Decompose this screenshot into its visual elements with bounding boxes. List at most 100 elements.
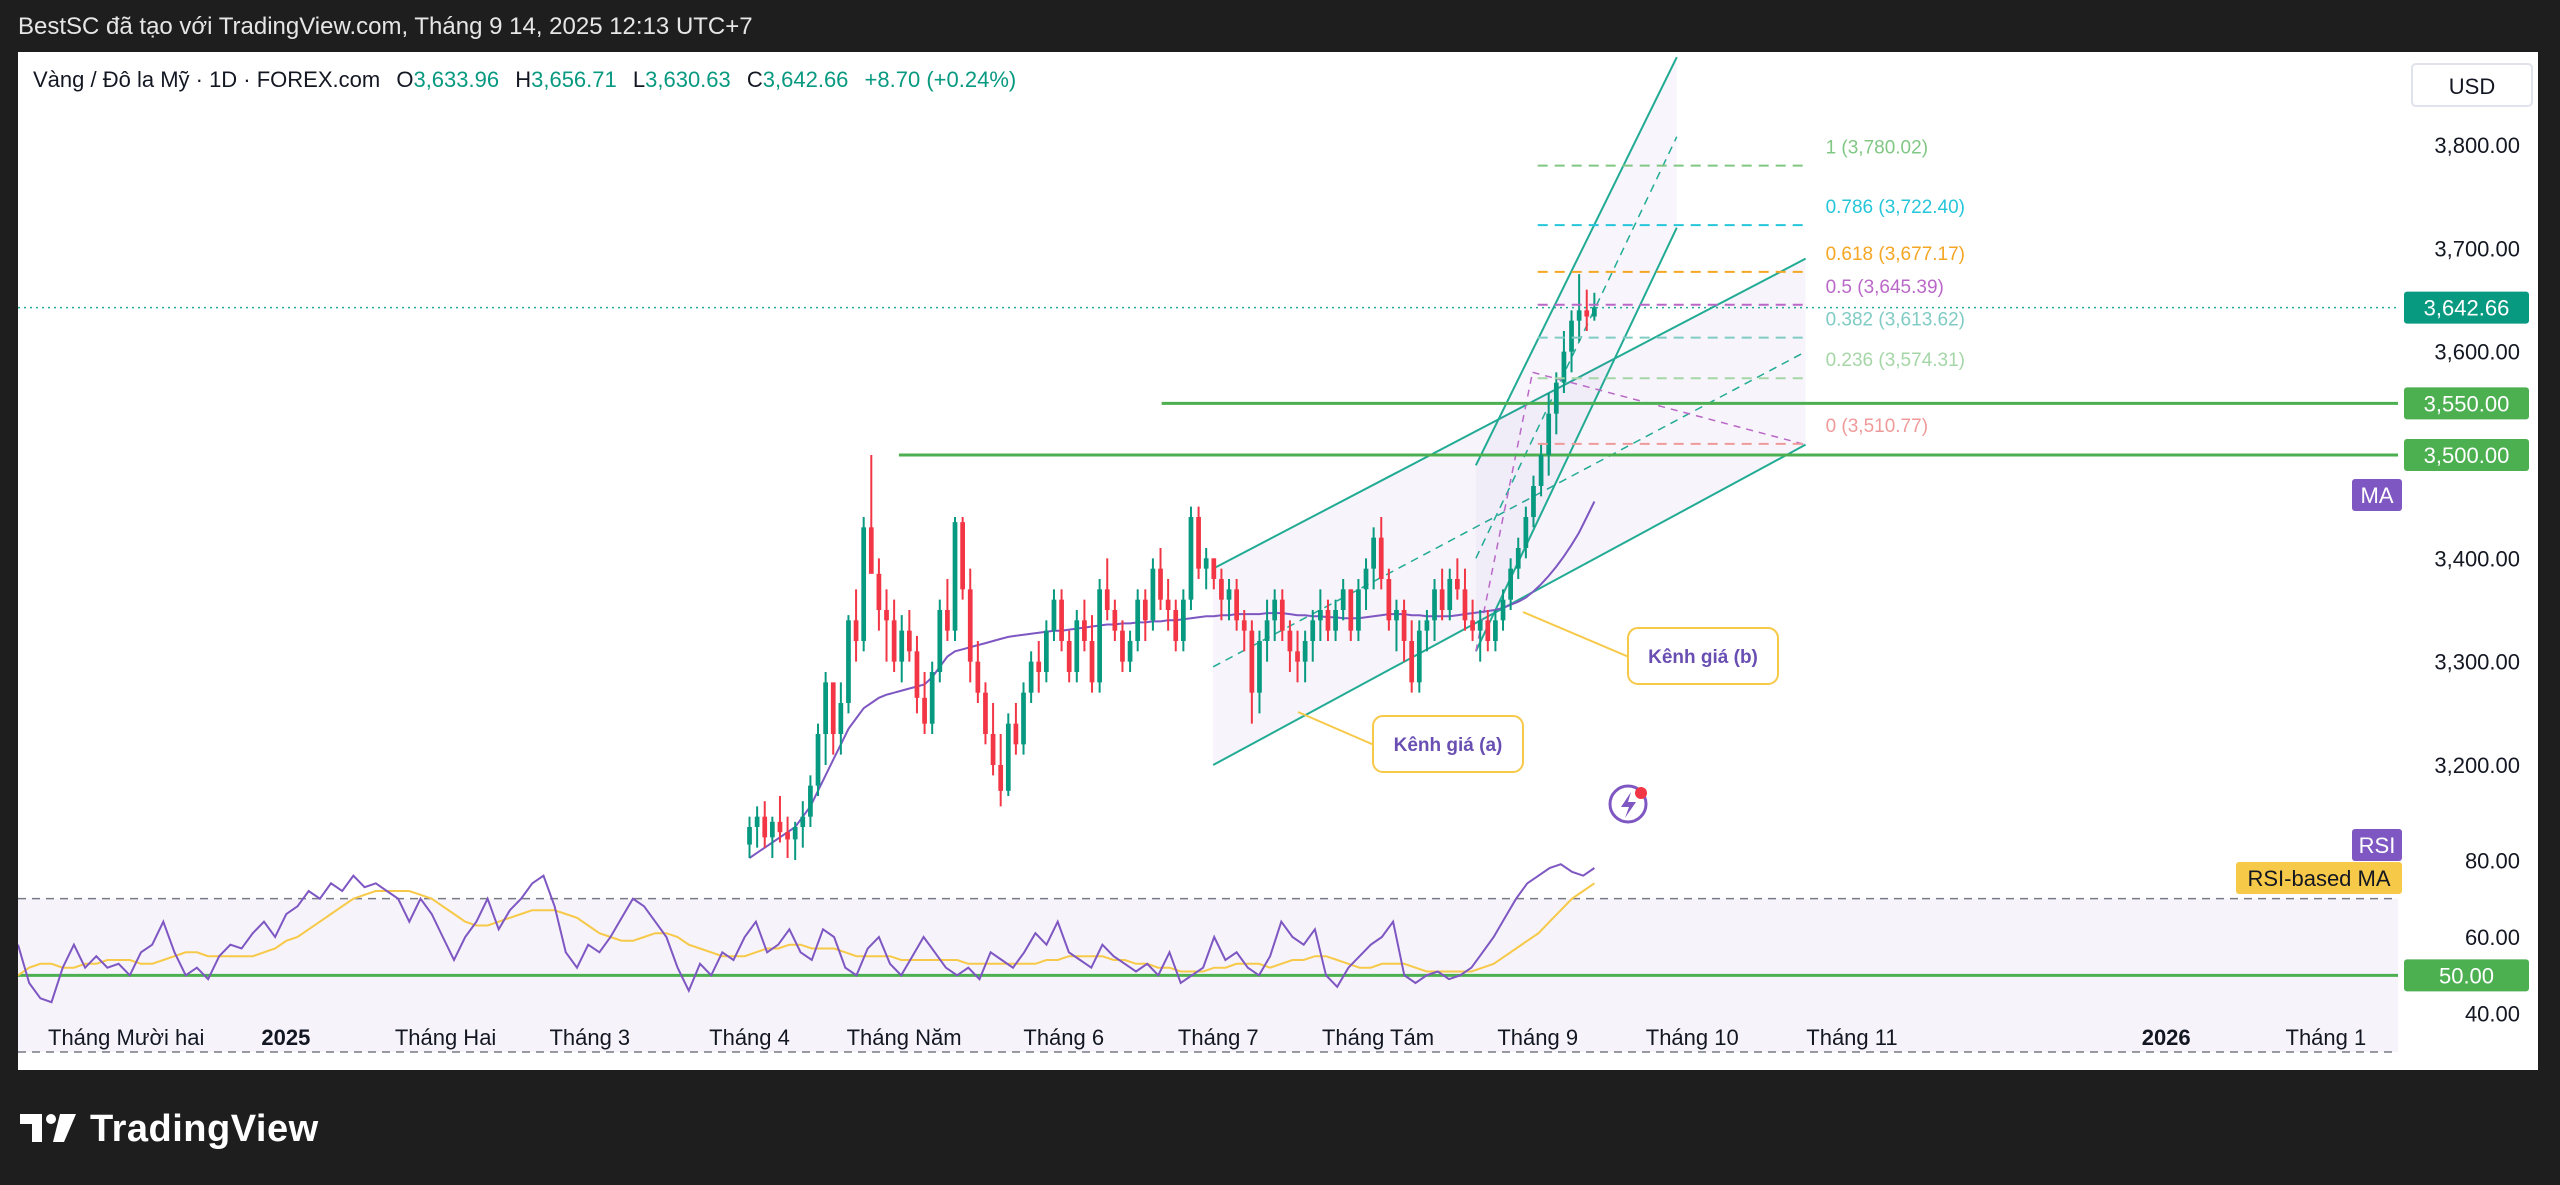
alert-icon[interactable]	[1608, 784, 1648, 824]
rsi-tag[interactable]: RSI	[2352, 829, 2402, 861]
candle[interactable]	[1439, 568, 1445, 621]
candle[interactable]	[1546, 393, 1552, 476]
candle[interactable]	[1028, 651, 1034, 703]
candle[interactable]	[975, 641, 981, 703]
candle[interactable]	[945, 579, 950, 641]
candle[interactable]	[1310, 610, 1316, 662]
candle[interactable]	[747, 816, 752, 858]
candle[interactable]	[1272, 589, 1278, 641]
candle[interactable]	[777, 796, 783, 843]
candle[interactable]	[983, 682, 988, 745]
candle[interactable]	[1264, 599, 1270, 662]
candle[interactable]	[1348, 589, 1354, 641]
candle[interactable]	[967, 568, 973, 683]
candle[interactable]	[929, 661, 935, 734]
candle[interactable]	[1470, 599, 1475, 641]
candle[interactable]	[1363, 558, 1369, 610]
candle[interactable]	[1592, 292, 1597, 321]
rsi-50-tag[interactable]: 50.00	[2404, 959, 2529, 992]
candle[interactable]	[891, 599, 897, 672]
candle[interactable]	[762, 801, 768, 848]
level-3500-tag[interactable]: 3,500.00	[2404, 439, 2529, 471]
ma-tag[interactable]: MA	[2352, 479, 2402, 511]
candle[interactable]	[1249, 620, 1255, 724]
candle[interactable]	[1279, 589, 1285, 641]
candle[interactable]	[1158, 548, 1163, 610]
candle[interactable]	[1515, 537, 1521, 579]
candle[interactable]	[1089, 615, 1095, 693]
candle[interactable]	[1561, 331, 1567, 393]
candle[interactable]	[1226, 579, 1232, 621]
candle[interactable]	[1013, 703, 1019, 755]
candle[interactable]	[914, 635, 920, 714]
candle[interactable]	[1036, 641, 1042, 693]
candle[interactable]	[1021, 682, 1026, 755]
currency-button[interactable]: USD	[2411, 63, 2533, 107]
candle[interactable]	[1104, 558, 1110, 621]
candle[interactable]	[1051, 589, 1057, 641]
candle[interactable]	[899, 615, 905, 683]
candle[interactable]	[1180, 589, 1186, 652]
candle[interactable]	[1173, 599, 1179, 652]
candle[interactable]	[1409, 620, 1415, 693]
candle[interactable]	[1462, 568, 1468, 631]
candle[interactable]	[1257, 630, 1262, 714]
candle[interactable]	[1333, 599, 1338, 641]
candle[interactable]	[800, 801, 806, 848]
candle[interactable]	[838, 682, 844, 755]
candle[interactable]	[960, 517, 965, 600]
candle[interactable]	[1142, 589, 1148, 641]
chart-canvas[interactable]: 1 (3,780.02) 0.786 (3,722.40) 0.618 (3,677…	[18, 52, 2538, 1070]
candle[interactable]	[1477, 610, 1483, 662]
candle[interactable]	[1394, 599, 1399, 652]
candle[interactable]	[1043, 620, 1049, 683]
candle[interactable]	[1356, 579, 1361, 641]
candle[interactable]	[769, 816, 775, 858]
candle[interactable]	[1196, 506, 1201, 579]
candle[interactable]	[1120, 620, 1125, 672]
channel-annotation[interactable]: Kênh giá (b)	[1522, 611, 1779, 685]
candle[interactable]	[1485, 610, 1491, 652]
candle[interactable]	[823, 672, 828, 765]
candle[interactable]	[868, 455, 874, 574]
candle[interactable]	[1432, 579, 1437, 641]
candle[interactable]	[861, 517, 867, 652]
candle[interactable]	[952, 517, 958, 641]
channel-annotation[interactable]: Kênh giá (a)	[1297, 711, 1524, 773]
level-3550-tag[interactable]: 3,550.00	[2404, 387, 2529, 420]
candle[interactable]	[906, 610, 912, 662]
candle[interactable]	[1287, 620, 1293, 672]
candle[interactable]	[1538, 444, 1544, 497]
candle[interactable]	[1569, 310, 1574, 373]
candle[interactable]	[1386, 568, 1392, 631]
candle[interactable]	[1234, 579, 1239, 631]
candle[interactable]	[1241, 610, 1247, 652]
rsi-ma-tag[interactable]: RSI-based MA	[2236, 862, 2402, 894]
candle[interactable]	[1059, 589, 1064, 652]
candle[interactable]	[990, 703, 996, 776]
candle[interactable]	[1150, 558, 1156, 631]
candle[interactable]	[1097, 579, 1102, 693]
candle[interactable]	[830, 682, 836, 755]
candle[interactable]	[1508, 558, 1513, 610]
candle[interactable]	[1302, 630, 1308, 683]
candle[interactable]	[1188, 506, 1194, 610]
candle[interactable]	[1066, 630, 1072, 683]
candle[interactable]	[937, 599, 943, 683]
candle[interactable]	[815, 723, 821, 796]
candle[interactable]	[785, 816, 790, 858]
candle[interactable]	[1416, 620, 1422, 693]
candle[interactable]	[1203, 548, 1209, 590]
candle[interactable]	[1455, 558, 1460, 600]
candle[interactable]	[1378, 517, 1384, 590]
candle[interactable]	[1165, 579, 1171, 631]
candle[interactable]	[1317, 589, 1323, 641]
candle[interactable]	[754, 806, 760, 848]
candle[interactable]	[1219, 568, 1224, 621]
candle[interactable]	[1295, 630, 1300, 683]
candle[interactable]	[1135, 589, 1141, 652]
candle[interactable]	[1340, 579, 1346, 621]
candle[interactable]	[1005, 713, 1011, 796]
candle[interactable]	[876, 558, 882, 631]
chart-frame[interactable]: 1 (3,780.02) 0.786 (3,722.40) 0.618 (3,677…	[18, 52, 2538, 1070]
